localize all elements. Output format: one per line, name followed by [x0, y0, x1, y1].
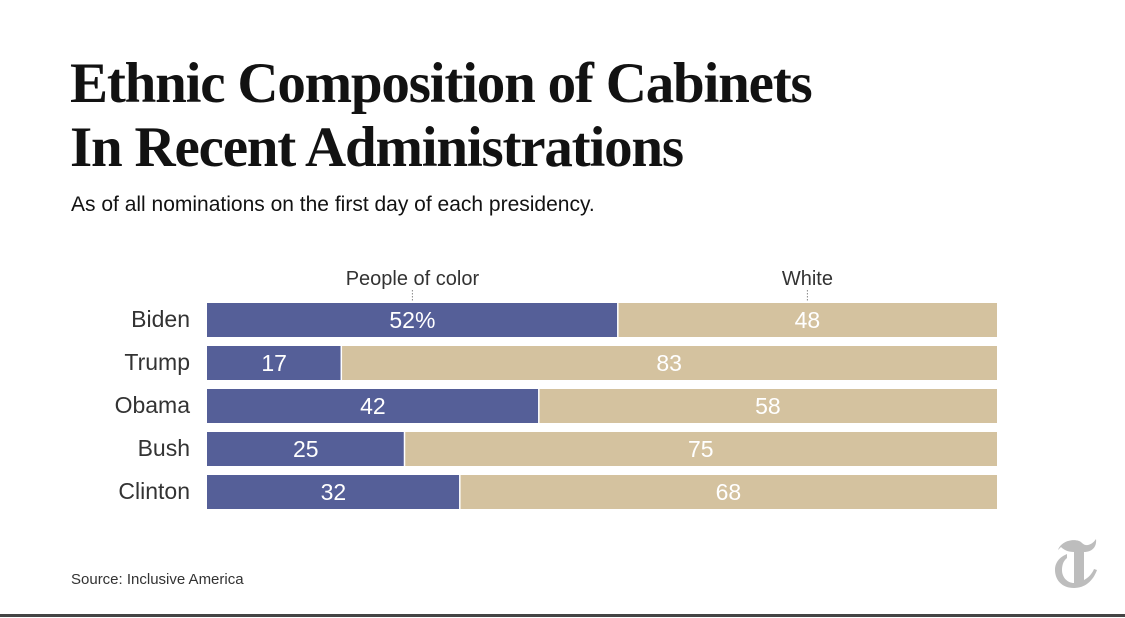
value-label: 48	[795, 307, 821, 333]
value-label: 32	[321, 479, 347, 505]
category-label: Clinton	[118, 478, 190, 504]
value-label: 52%	[389, 307, 435, 333]
value-label: 42	[360, 393, 386, 419]
value-label: 58	[755, 393, 781, 419]
chart-subtitle: As of all nominations on the first day o…	[71, 193, 595, 217]
bottom-rule	[0, 614, 1125, 617]
value-label: 17	[261, 350, 287, 376]
value-label: 83	[656, 350, 682, 376]
title-line-2: In Recent Administrations	[70, 116, 812, 180]
chart-title: Ethnic Composition of Cabinets In Recent…	[70, 52, 812, 180]
category-label: Trump	[124, 349, 190, 375]
value-label: 25	[293, 436, 319, 462]
value-label: 75	[688, 436, 714, 462]
category-label: Bush	[138, 435, 190, 461]
value-label: 68	[716, 479, 742, 505]
source-note: Source: Inclusive America	[71, 571, 244, 588]
category-label: Obama	[115, 392, 191, 418]
category-label: Biden	[131, 306, 190, 332]
nyt-logo-icon	[1052, 536, 1100, 590]
stacked-bar-chart: People of color White Biden 52% 48 Trump 17 83 O…	[0, 250, 1125, 530]
legend-label-1: White	[782, 268, 833, 290]
title-line-1: Ethnic Composition of Cabinets	[70, 52, 812, 116]
legend-label-0: People of color	[346, 268, 480, 290]
